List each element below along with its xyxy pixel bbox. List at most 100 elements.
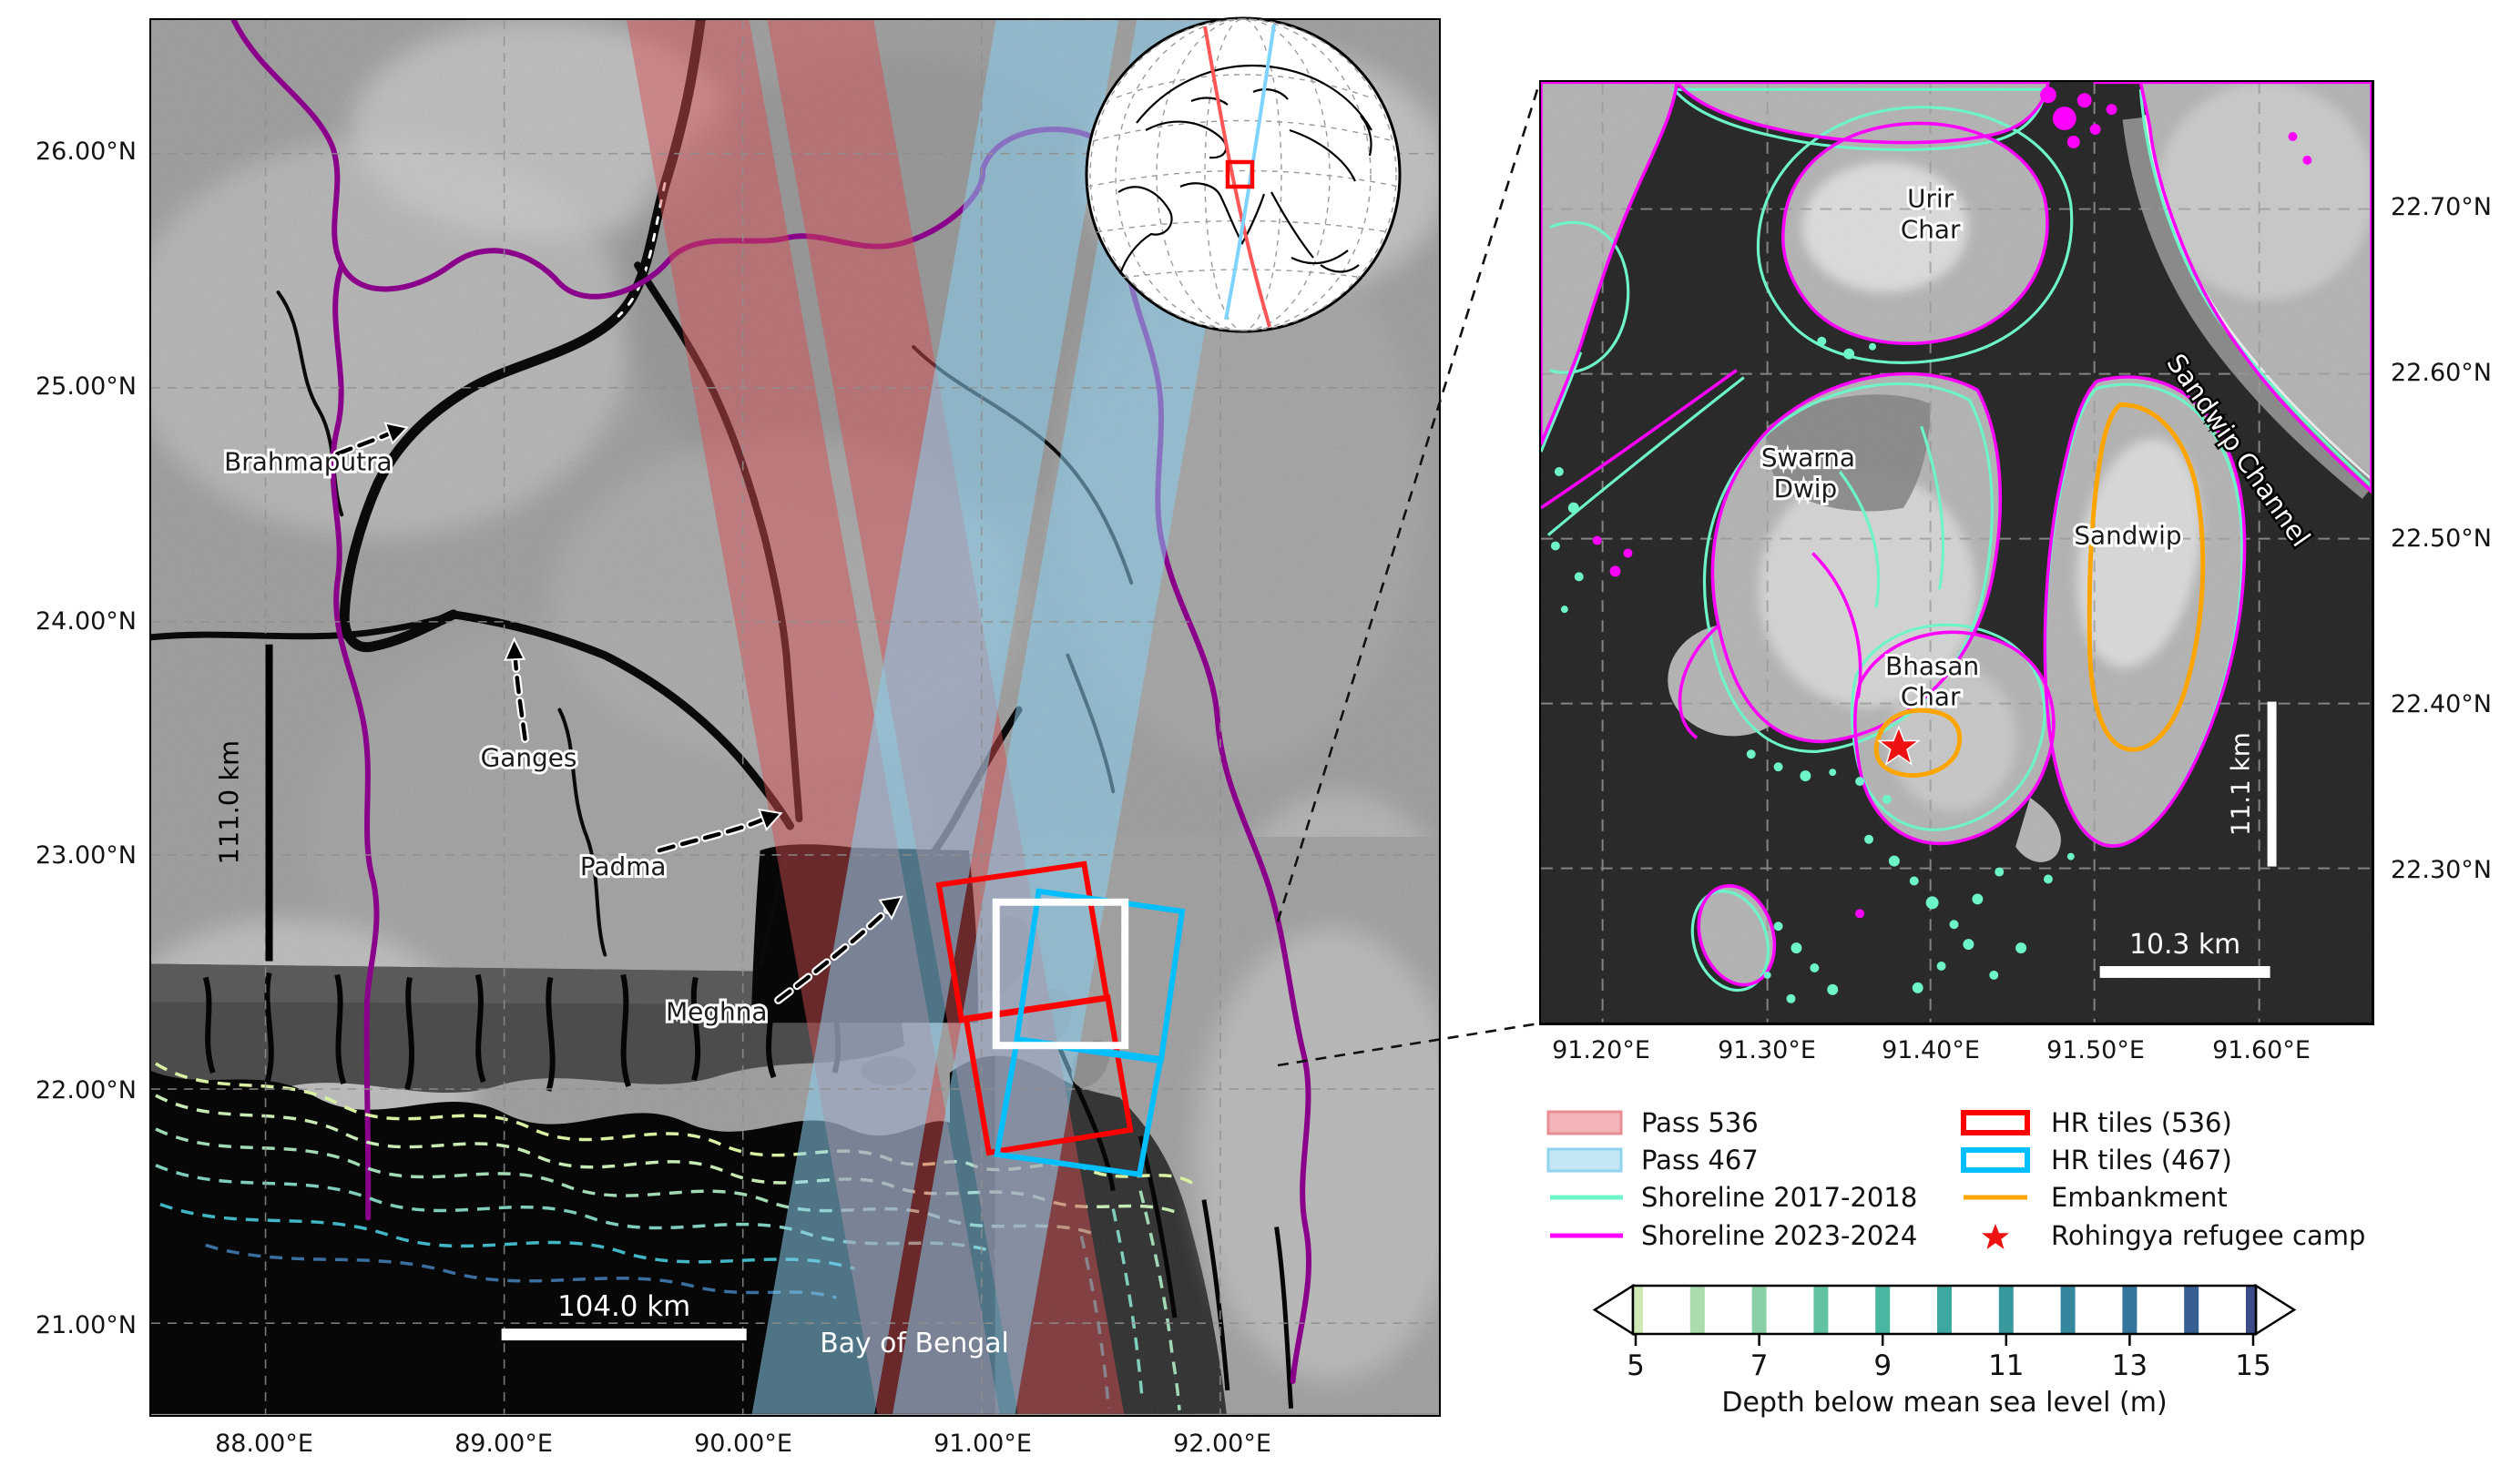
- arrowhead-ganges: [504, 636, 526, 661]
- river-label-ganges: Ganges: [481, 742, 577, 772]
- arrowhead-meghna: [878, 895, 903, 921]
- globe-circle: [1085, 16, 1402, 333]
- lon-tick: 92.00°E: [1173, 1430, 1271, 1458]
- scalebar-h-label: 104.0 km: [557, 1290, 690, 1323]
- pass-467-swatch: [1546, 1147, 1623, 1173]
- river-label-brahmaputra: Brahmaputra: [224, 446, 393, 476]
- label-sandwip: Sandwip: [2074, 521, 2181, 551]
- legend-label: Shoreline 2023-2024: [1641, 1220, 1918, 1251]
- scalebar-v-label: 111.0 km: [214, 740, 245, 865]
- lon-tick: 91.00°E: [934, 1430, 1032, 1458]
- lon-tick-right: 91.50°E: [2046, 1036, 2145, 1064]
- legend-hr-tiles-467: HR tiles (467): [1956, 1144, 2232, 1176]
- lon-tick-right: 91.60°E: [2212, 1036, 2311, 1064]
- label-urir-2: Char: [1901, 214, 1961, 244]
- accretion-speckles-magenta: [1592, 87, 2312, 919]
- colorbar-tick-labels: 5 7 9 11 13 15: [1627, 1349, 2271, 1382]
- lat-tick: 21.00°N: [36, 1311, 137, 1339]
- globe-study-area-box: [1225, 159, 1255, 189]
- shoreline-2017-swatch: [1550, 1195, 1623, 1200]
- zoom-scalebar-v-label: 11.1 km: [2226, 732, 2256, 836]
- svg-text:11: 11: [1988, 1349, 2024, 1382]
- label-swarna-2: Dwip: [1774, 473, 1838, 504]
- lat-tick-right: 22.50°N: [2391, 524, 2492, 553]
- colorbar-stripes: [1633, 1286, 2256, 1334]
- legend-refugee-camp: Rohingya refugee camp: [1956, 1219, 2365, 1252]
- zoom-gridlines: [1541, 82, 2372, 1023]
- hr-467-swatch: [1961, 1147, 2030, 1173]
- globe-coastlines: [1117, 65, 1372, 275]
- hr-536-swatch: [1961, 1110, 2030, 1135]
- arrowhead-padma: [758, 808, 783, 831]
- scalebar-vertical: 111.0 km: [214, 644, 273, 962]
- legend-label: Pass 467: [1641, 1145, 1759, 1176]
- lon-tick: 89.00°E: [454, 1430, 553, 1458]
- label-bhasan-1: Bhasan: [1885, 651, 1979, 681]
- svg-text:5: 5: [1627, 1349, 1645, 1382]
- lon-tick: 90.00°E: [694, 1430, 792, 1458]
- lat-tick: 25.00°N: [36, 372, 137, 401]
- embankment-swatch: [1964, 1195, 2027, 1200]
- svg-text:13: 13: [2112, 1349, 2148, 1382]
- legend-shoreline-2023: Shoreline 2023-2024: [1546, 1219, 1917, 1252]
- legend-pass-536: Pass 536: [1546, 1106, 1759, 1139]
- legend-label: HR tiles (536): [2051, 1107, 2232, 1138]
- lat-tick-right: 22.60°N: [2391, 359, 2492, 387]
- inset-extent-box: [992, 898, 1129, 1050]
- lat-tick-right: 22.40°N: [2391, 690, 2492, 718]
- lon-tick-right: 91.40°E: [1882, 1036, 1980, 1064]
- lat-tick: 26.00°N: [36, 137, 137, 166]
- label-urir-1: Urir: [1907, 184, 1954, 214]
- rohingya-camp-star: [1876, 725, 1921, 767]
- sea-label: Bay of Bengal: [820, 1328, 1009, 1359]
- lat-tick: 22.00°N: [36, 1076, 137, 1104]
- shoreline-2023-2024: [1541, 82, 2372, 997]
- zoom-scalebar-h-label: 10.3 km: [2129, 929, 2240, 961]
- river-label-meghna: Meghna: [666, 996, 767, 1026]
- arrowhead-brahmaputra: [383, 422, 409, 445]
- svg-text:7: 7: [1750, 1349, 1769, 1382]
- zoom-land-texture: [1541, 82, 2372, 1023]
- lon-tick-right: 91.20°E: [1552, 1036, 1650, 1064]
- colorbar-ticks: [1634, 1334, 2255, 1346]
- legend-label: Rohingya refugee camp: [2051, 1220, 2366, 1251]
- globe-inset: [1082, 14, 1404, 336]
- label-swarna-1: Swarna: [1761, 443, 1855, 473]
- river-annotations: Brahmaputra Ganges Padma Meghna: [221, 422, 903, 1029]
- legend-shoreline-2017: Shoreline 2017-2018: [1546, 1181, 1917, 1214]
- svg-text:9: 9: [1873, 1349, 1892, 1382]
- legend-label: Embankment: [2051, 1182, 2228, 1213]
- lon-tick: 88.00°E: [215, 1430, 313, 1458]
- legend-embankment: Embankment: [1956, 1181, 2228, 1214]
- hr-tiles-467: [994, 888, 1186, 1178]
- lat-tick-right: 22.70°N: [2391, 193, 2492, 221]
- pass-467-swath: [751, 20, 1260, 1414]
- lat-tick: 24.00°N: [36, 607, 137, 636]
- pass-536-swatch: [1546, 1110, 1623, 1135]
- colorbar-right-arrow: [2254, 1283, 2297, 1337]
- zoom-map-panel: Urir Char Swarna Dwip Sandwip Bhasan Cha…: [1539, 80, 2374, 1025]
- colorbar-left-arrow: [1592, 1283, 1635, 1337]
- zoom-map-art: Urir Char Swarna Dwip Sandwip Bhasan Cha…: [1541, 82, 2372, 1023]
- legend-label: HR tiles (467): [2051, 1145, 2232, 1176]
- lat-tick: 23.00°N: [36, 841, 137, 870]
- depth-colorbar: 5 7 9 11 13 15 Depth below mean sea leve…: [1592, 1283, 2297, 1419]
- hr-tiles-536: [935, 860, 1134, 1156]
- river-label-padma: Padma: [580, 851, 667, 881]
- legend-hr-tiles-536: HR tiles (536): [1956, 1106, 2232, 1139]
- lat-tick-right: 22.30°N: [2391, 856, 2492, 884]
- embankment-lines: [1873, 402, 2206, 778]
- camp-star-swatch: [1982, 1224, 2009, 1249]
- legend-label: Pass 536: [1641, 1107, 1759, 1138]
- shoreline-2023-swatch: [1550, 1233, 1623, 1238]
- legend-label: Shoreline 2017-2018: [1641, 1182, 1918, 1213]
- lon-tick-right: 91.30°E: [1718, 1036, 1816, 1064]
- zoom-scalebars: 11.1 km 10.3 km: [2099, 701, 2277, 978]
- accretion-speckles-green: [1550, 336, 2075, 1003]
- legend-pass-467: Pass 467: [1546, 1144, 1759, 1176]
- svg-text:15: 15: [2235, 1349, 2270, 1382]
- scalebar-horizontal: 104.0 km: [501, 1290, 747, 1341]
- colorbar-axis-label: Depth below mean sea level (m): [1721, 1387, 2167, 1419]
- label-bhasan-2: Char: [1901, 682, 1961, 712]
